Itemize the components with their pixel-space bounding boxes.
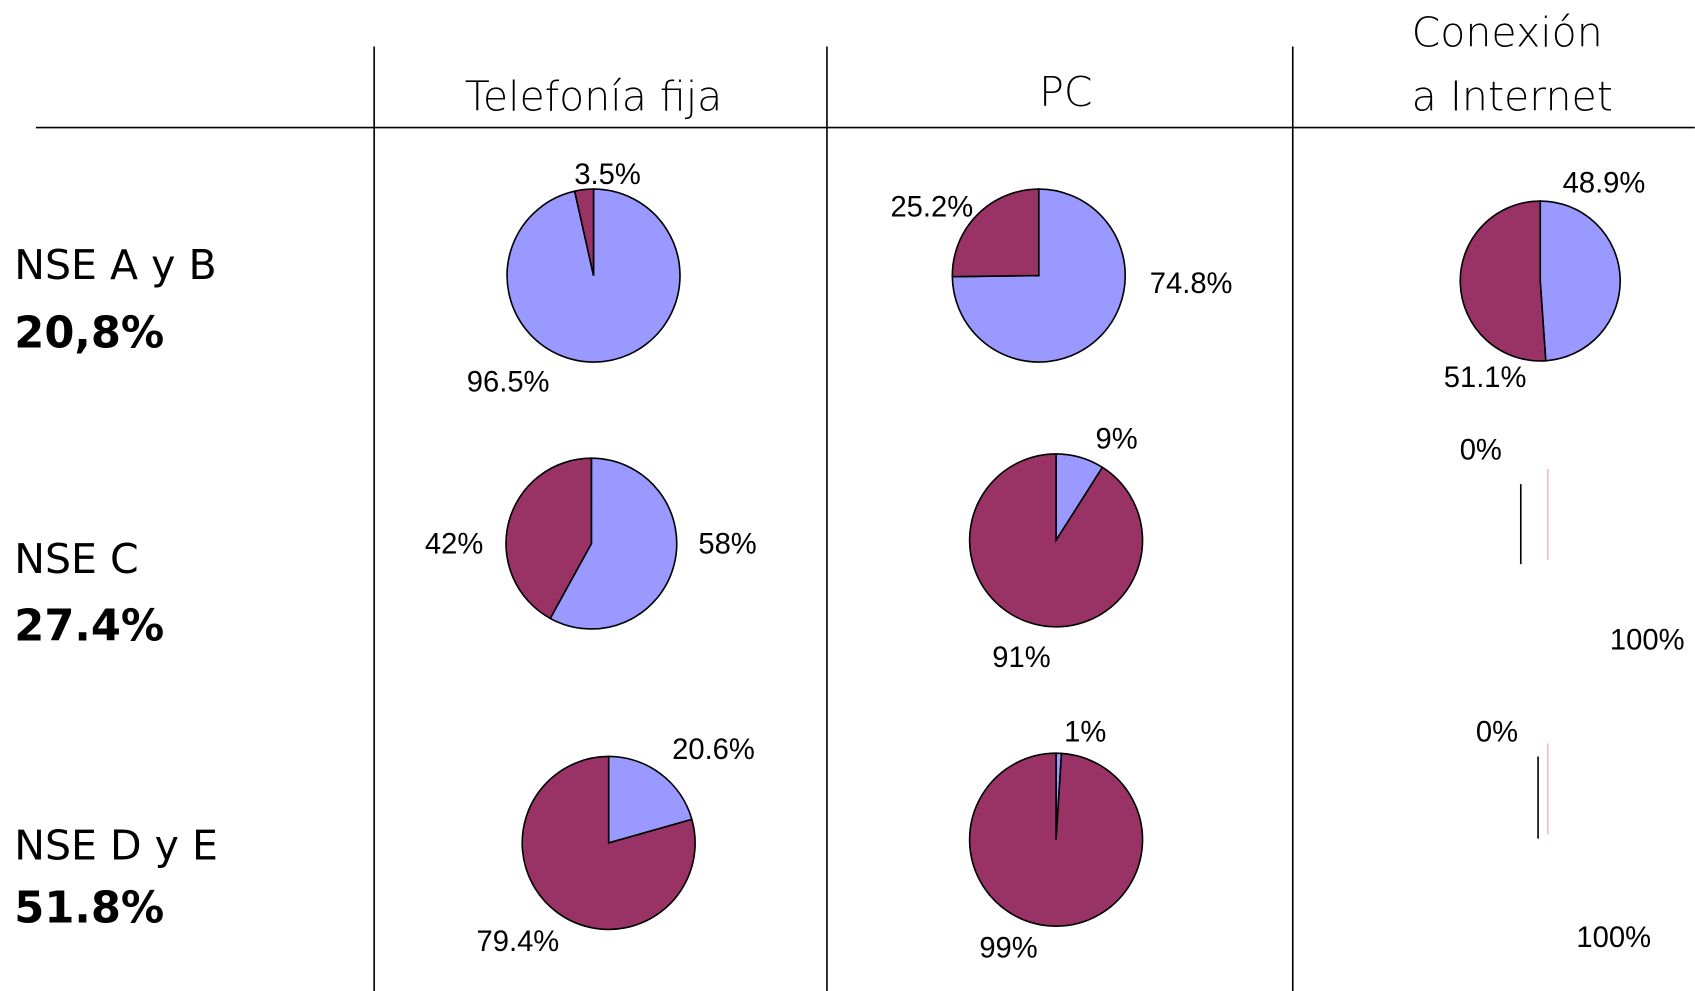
- data-label: 100%: [1610, 625, 1685, 657]
- row-share: 51.8%: [14, 884, 164, 934]
- column-header: PC: [1039, 68, 1092, 116]
- data-label: 20.6%: [672, 734, 755, 766]
- data-label: 9%: [1096, 424, 1138, 456]
- row-share: 20,8%: [14, 309, 164, 359]
- data-label: 96.5%: [467, 366, 550, 398]
- data-label: 48.9%: [1563, 168, 1646, 200]
- data-label: 74.8%: [1150, 268, 1233, 300]
- data-label: 1%: [1064, 716, 1106, 748]
- pie-slice: [573, 188, 595, 276]
- pie-slice: [549, 457, 678, 630]
- pie-slice: [951, 188, 1127, 363]
- pie-slice: [951, 188, 1040, 278]
- row-share: 27.4%: [14, 601, 164, 651]
- pie-slice: [968, 752, 1144, 927]
- data-label: 91%: [992, 642, 1050, 674]
- data-label: 42%: [425, 528, 483, 560]
- pie-slice: [505, 457, 593, 620]
- data-label: 0%: [1460, 434, 1502, 466]
- row-label: NSE D y E: [14, 821, 218, 869]
- data-label: 100%: [1576, 922, 1651, 954]
- data-label: 0%: [1476, 716, 1518, 748]
- data-label: 3.5%: [574, 159, 640, 191]
- row-label: NSE C: [14, 535, 138, 583]
- data-label: 79.4%: [477, 926, 560, 958]
- column-header: a Internet: [1412, 72, 1613, 120]
- column-header: Telefonía fija: [465, 72, 723, 120]
- column-header: Conexión: [1412, 9, 1603, 57]
- pie-slice: [1459, 200, 1547, 362]
- pie-slice: [1539, 200, 1621, 362]
- pie-slice: [968, 453, 1144, 628]
- pie-slice: [521, 755, 696, 931]
- data-label: 99%: [979, 933, 1037, 965]
- pie-slice: [607, 755, 693, 845]
- row-label: NSE A y B: [14, 241, 216, 289]
- data-label: 58%: [698, 528, 756, 560]
- data-label: 25.2%: [890, 191, 973, 223]
- data-label: 51.1%: [1444, 362, 1527, 394]
